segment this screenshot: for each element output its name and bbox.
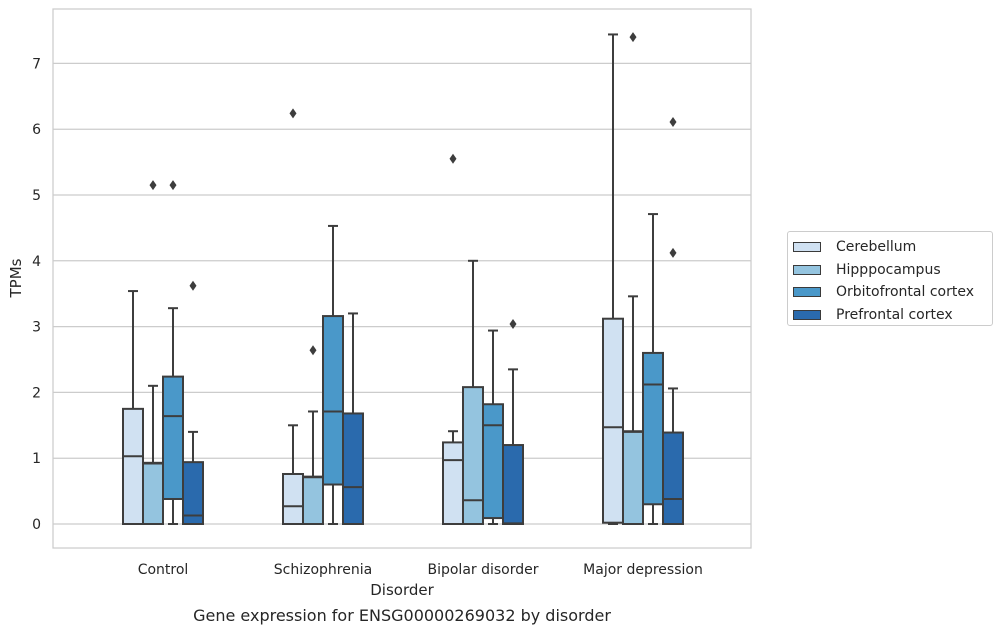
x-tick-label: Major depression: [583, 562, 703, 578]
y-tick-label: 3: [32, 320, 41, 336]
y-axis-label: TPMs: [7, 258, 25, 298]
boxes: [122, 32, 684, 526]
y-tick-label: 6: [32, 122, 41, 138]
outlier-point: [629, 32, 637, 43]
legend-swatch: [793, 310, 821, 321]
x-tick-label: Bipolar disorder: [427, 562, 538, 578]
box-body: [502, 444, 524, 526]
legend-item: Orbitofrontal cortex: [793, 281, 992, 304]
outlier-point: [169, 180, 177, 191]
y-tick-label: 7: [32, 56, 41, 72]
y-tick-label: 0: [32, 517, 41, 533]
box-prefrontal-cortex: [502, 318, 524, 526]
chart-caption: Gene expression for ENSG00000269032 by d…: [193, 606, 611, 625]
legend-label: Prefrontal cortex: [836, 307, 953, 324]
outlier-point: [289, 108, 297, 119]
box-body: [662, 431, 684, 525]
outlier-point: [149, 180, 157, 191]
box-prefrontal-cortex: [662, 116, 684, 525]
box-body: [302, 475, 324, 525]
box-body: [282, 472, 304, 526]
legend-label: Cerebellum: [836, 239, 917, 256]
outlier-point: [189, 280, 197, 291]
legend-swatch: [793, 242, 821, 253]
box-cerebellum: [602, 33, 624, 525]
box-body: [142, 461, 164, 525]
legend: Cerebellum Hipppocampus Orbitofrontal co…: [787, 231, 993, 326]
box-body: [322, 315, 344, 486]
legend-swatch: [793, 264, 821, 275]
box-hipppocampus: [302, 345, 324, 525]
box-cerebellum: [282, 108, 304, 526]
box-orbitofrontal-cortex: [162, 180, 184, 525]
x-tick-labels: Control Schizophrenia Bipolar disorder Majo…: [138, 562, 703, 578]
box-body: [162, 375, 184, 500]
x-tick-label: Control: [138, 562, 189, 578]
legend-label: Orbitofrontal cortex: [836, 284, 974, 301]
legend-item: Hipppocampus: [793, 259, 992, 282]
box-body: [602, 317, 624, 524]
y-tick-label: 1: [32, 451, 41, 467]
box-body: [342, 412, 364, 525]
x-tick-label: Schizophrenia: [274, 562, 372, 578]
outlier-point: [449, 153, 457, 164]
outlier-point: [669, 116, 677, 127]
box-body: [442, 441, 464, 525]
box-body: [622, 430, 644, 525]
box-body: [482, 403, 504, 520]
box-body: [642, 351, 664, 506]
legend-item: Cerebellum: [793, 236, 992, 259]
outlier-point: [509, 318, 517, 329]
legend-swatch: [793, 287, 821, 298]
y-tick-labels: 0 1 2 3 4 5 6 7: [32, 56, 41, 533]
box-cerebellum: [442, 153, 464, 525]
box-orbitofrontal-cortex: [322, 224, 344, 525]
outlier-point: [669, 247, 677, 258]
y-tick-label: 2: [32, 385, 41, 401]
box-orbitofrontal-cortex: [642, 213, 664, 525]
box-body: [462, 386, 484, 525]
box-prefrontal-cortex: [342, 312, 364, 525]
box-body: [182, 461, 204, 526]
box-body: [122, 407, 144, 526]
legend-item: Prefrontal cortex: [793, 304, 992, 327]
box-prefrontal-cortex: [182, 280, 204, 526]
x-axis-label: Disorder: [370, 581, 434, 599]
y-tick-label: 5: [32, 188, 41, 204]
box-hipppocampus: [142, 180, 164, 525]
outlier-point: [309, 345, 317, 356]
y-tick-label: 4: [32, 254, 41, 270]
legend-label: Hipppocampus: [836, 261, 941, 278]
